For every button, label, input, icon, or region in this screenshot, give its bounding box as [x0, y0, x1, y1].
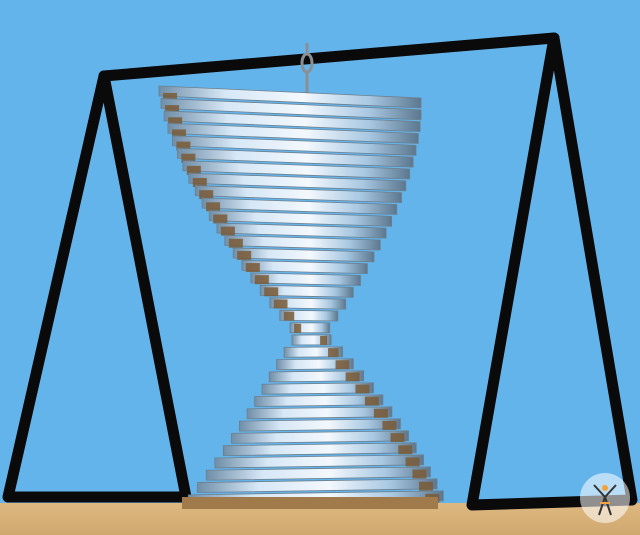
slat-edge	[345, 372, 360, 382]
mirror-spinner	[158, 85, 444, 509]
slat-edge	[206, 202, 221, 212]
slat-edge	[163, 93, 177, 102]
slat-edge	[335, 360, 350, 370]
mirror-slat	[261, 382, 374, 395]
slat-edge	[398, 445, 413, 455]
slat-edge	[254, 275, 269, 285]
mirror-slat	[196, 478, 438, 493]
mirror-slat	[222, 442, 417, 457]
slat-edge	[228, 238, 243, 248]
mirror-slat	[160, 98, 422, 121]
slat-edge	[192, 178, 207, 187]
mirror-slat	[188, 172, 407, 192]
slat-edge	[176, 141, 191, 151]
mirror-slat	[231, 430, 409, 444]
spinner-base	[182, 497, 438, 509]
slat-edge	[355, 384, 370, 394]
mirror-slat	[167, 122, 419, 144]
mirror-slat	[250, 272, 361, 286]
mirror-slat	[276, 358, 354, 371]
slat-edge	[186, 165, 201, 175]
slat-edge	[213, 214, 228, 224]
mirror-slat	[241, 260, 368, 275]
hanging-hook	[300, 43, 314, 96]
mirror-slat	[216, 222, 387, 239]
mirror-slat	[238, 418, 401, 432]
mirror-slat	[194, 185, 402, 204]
mirror-slat	[205, 466, 431, 481]
slat-edge	[237, 250, 252, 260]
figure-logo-icon	[593, 484, 617, 516]
mirror-slat	[171, 135, 417, 156]
mirror-slat	[259, 284, 354, 298]
mirror-slat	[208, 210, 393, 227]
slat-edge	[264, 287, 279, 297]
mirror-slat	[176, 147, 414, 168]
slat-edge	[419, 481, 434, 491]
mirror-slat	[269, 297, 347, 310]
slat-edge	[165, 105, 180, 115]
slat-edge	[320, 335, 328, 345]
mirror-slat	[182, 160, 411, 180]
mirror-slat	[214, 454, 424, 469]
slat-edge	[181, 153, 196, 163]
mirror-slat	[268, 370, 365, 383]
slat-edge	[171, 129, 186, 139]
mirror-slat	[232, 247, 375, 263]
mirror-slat	[158, 85, 422, 109]
mirror-slat	[283, 346, 343, 358]
slat-edge	[168, 117, 183, 127]
slat-edge	[220, 226, 235, 236]
slat-edge	[382, 420, 397, 430]
slat-edge	[390, 433, 405, 443]
mirror-slat	[163, 110, 421, 133]
slat-edge	[328, 348, 339, 358]
slat-edge	[364, 396, 379, 406]
slat-edge	[373, 408, 388, 418]
watermark-logo	[580, 473, 630, 523]
slat-edge	[412, 469, 427, 479]
slat-edge	[294, 323, 302, 333]
slat-edge	[245, 263, 260, 273]
slat-edge	[283, 311, 295, 321]
frame-stand	[2, 32, 638, 511]
slat-edge	[405, 457, 420, 467]
mirror-slat	[224, 235, 381, 251]
frame-right-leg	[466, 32, 638, 511]
mirror-slat	[254, 394, 384, 407]
slat-edge	[199, 190, 214, 200]
frame-top-bar	[98, 32, 560, 82]
slat-edge	[273, 299, 288, 309]
mirror-slat	[201, 197, 398, 215]
mirror-slat	[279, 309, 339, 322]
frame-left-leg	[2, 70, 192, 503]
mirror-slat	[246, 406, 393, 420]
